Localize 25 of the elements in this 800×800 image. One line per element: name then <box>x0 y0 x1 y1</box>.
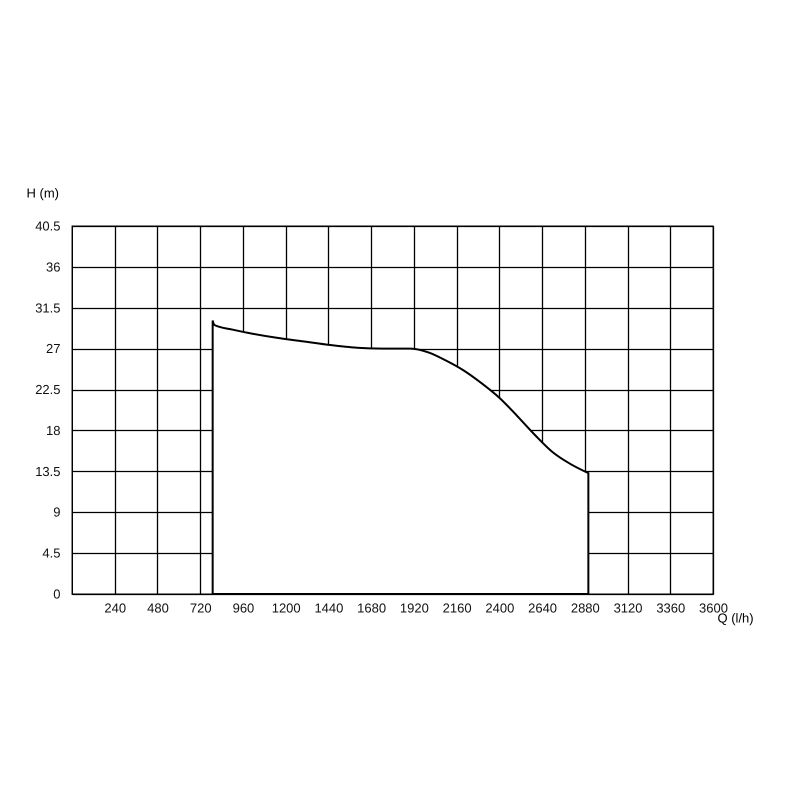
x-tick-label: 1440 <box>314 600 344 616</box>
y-tick-label: 27 <box>46 341 60 356</box>
y-tick-label: 4.5 <box>42 546 60 561</box>
y-tick-label: 40.5 <box>35 218 60 234</box>
y-tick-label: 36 <box>46 259 60 274</box>
y-tick-label: 9 <box>53 504 60 520</box>
x-tick-label: 2880 <box>570 600 600 616</box>
y-tick-label: 18 <box>46 422 60 438</box>
x-tick-label: 1680 <box>357 600 386 616</box>
x-tick-label: 720 <box>190 600 212 616</box>
x-tick-label: 240 <box>104 600 126 616</box>
y-tick-label: 31.5 <box>35 300 60 316</box>
x-tick-label: 960 <box>232 600 254 616</box>
y-tick-label: 13.5 <box>35 464 60 479</box>
x-tick-label: 2400 <box>485 600 514 616</box>
x-tick-label: 1920 <box>400 600 429 616</box>
x-tick-label: 1200 <box>272 600 301 616</box>
x-tick-label: 3120 <box>614 600 642 616</box>
y-tick-label: 0 <box>53 586 60 602</box>
y-tick-label: 22.5 <box>35 382 60 398</box>
x-tick-label: 480 <box>147 600 169 616</box>
y-axis-title: H (m) <box>26 186 59 200</box>
x-tick-label: 2640 <box>528 600 558 616</box>
x-tick-label: 2160 <box>442 600 472 616</box>
x-tick-label: 3360 <box>656 600 686 616</box>
